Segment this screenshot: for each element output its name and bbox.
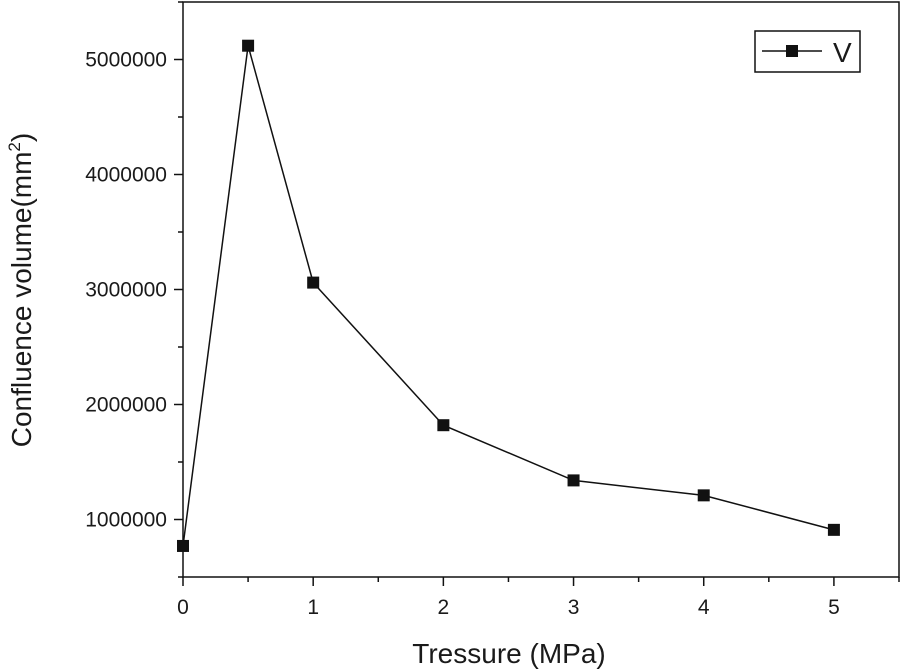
y-axis-label-end: ) — [6, 133, 37, 142]
x-tick-label: 2 — [438, 596, 450, 619]
x-tick-label: 4 — [698, 596, 710, 619]
data-point-marker — [242, 39, 255, 52]
y-axis-label-superscript: 2 — [5, 142, 24, 151]
x-axis-label: Tressure (MPa) — [412, 638, 605, 669]
y-axis-label-main: Confluence volume(mm — [6, 152, 37, 448]
x-tick-label: 0 — [177, 596, 189, 619]
data-point-marker — [827, 523, 840, 536]
legend-marker — [786, 45, 798, 57]
y-axis-label: Confluence volume(mm2) — [5, 133, 37, 447]
data-point-marker — [567, 474, 580, 487]
x-axis-ticks: 0 1 2 3 4 5 — [177, 577, 900, 619]
series-line — [182, 45, 835, 547]
x-tick-label: 1 — [307, 596, 319, 619]
data-point-marker — [697, 489, 710, 502]
y-tick-label: 4000000 — [85, 164, 167, 187]
x-tick-label: 3 — [568, 596, 580, 619]
plot-frame — [182, 1, 900, 578]
data-point-marker — [177, 539, 189, 552]
y-tick-label: 5000000 — [85, 49, 167, 72]
legend: V — [754, 30, 861, 73]
x-tick-label: 5 — [828, 596, 840, 619]
y-tick-label: 1000000 — [85, 509, 167, 532]
y-tick-label: 2000000 — [85, 394, 167, 417]
series-layer — [177, 39, 840, 552]
data-point-marker — [307, 276, 320, 289]
y-tick-label: 3000000 — [85, 279, 167, 302]
legend-label: V — [833, 37, 852, 68]
y-axis-ticks: 1000000 2000000 3000000 4000000 5000000 — [85, 1, 183, 578]
data-point-marker — [437, 419, 450, 432]
plot-area-border — [182, 1, 900, 578]
